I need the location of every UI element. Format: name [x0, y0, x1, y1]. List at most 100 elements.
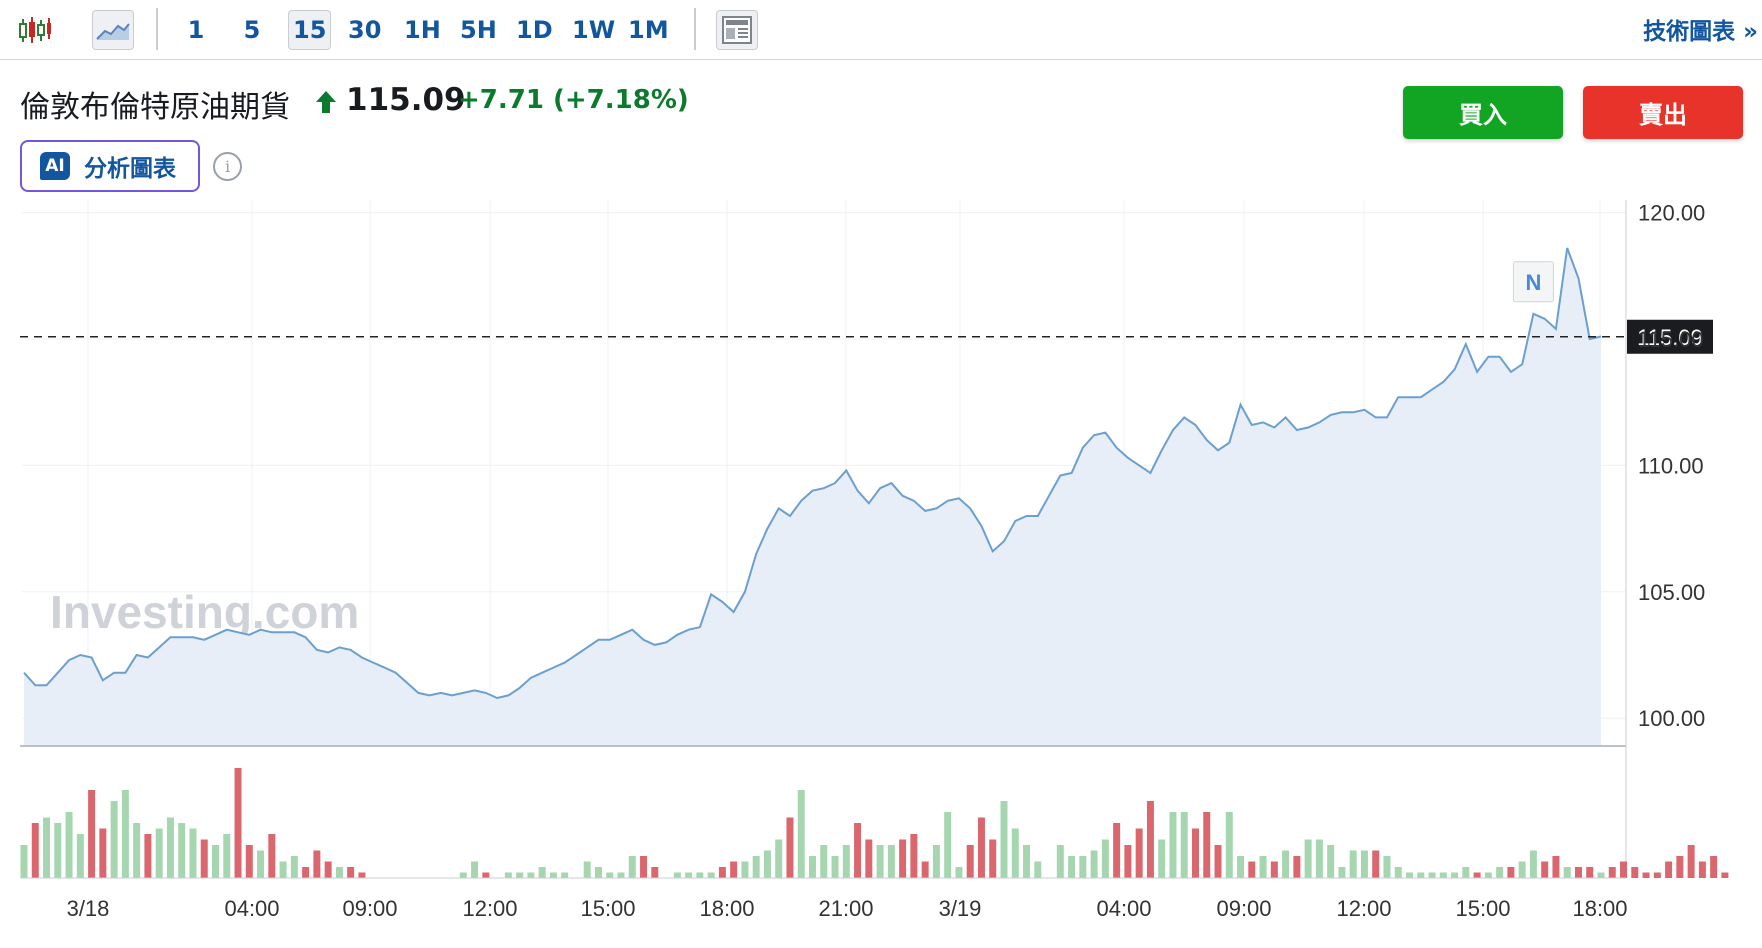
volume-bar [1113, 823, 1121, 878]
interval-30[interactable]: 30 [348, 16, 382, 44]
volume-bar [1518, 861, 1526, 878]
price-area [24, 248, 1601, 746]
volume-bar [1225, 812, 1233, 878]
y-tick-label: 120.00 [1638, 201, 1705, 226]
buy-button[interactable]: 買入 [1403, 86, 1563, 139]
volume-bar [606, 872, 614, 878]
volume-bar [257, 850, 265, 878]
volume-bar [1653, 872, 1661, 878]
volume-bar [809, 856, 816, 878]
x-tick-label: 15:00 [1455, 896, 1510, 921]
volume-bar [245, 845, 253, 878]
volume-bar [1507, 867, 1515, 878]
x-tick-label: 3/18 [67, 896, 110, 921]
volume-bar [955, 867, 963, 878]
x-tick-label: 09:00 [342, 896, 397, 921]
volume-bar [313, 850, 321, 878]
x-tick-label: 04:00 [224, 896, 279, 921]
current-price-box [1627, 319, 1713, 354]
volume-bar [966, 845, 974, 878]
volume-bar [1687, 845, 1695, 878]
volume-bar [1484, 872, 1492, 878]
volume-bar [797, 790, 805, 878]
interval-1[interactable]: 1 [187, 16, 205, 44]
technical-chart-link[interactable]: 技術圖表 » [1643, 19, 1758, 45]
volume-bar [290, 856, 298, 878]
volume-bar [459, 872, 467, 878]
x-tick-label: 04:00 [1096, 896, 1151, 921]
volume-bar [99, 828, 107, 878]
volume-bar [516, 872, 524, 878]
toolbar-divider [156, 8, 158, 50]
volume-bar [1360, 850, 1368, 878]
volume-bar [718, 867, 726, 878]
interval-1d[interactable]: 1D [516, 16, 553, 44]
volume-bar [471, 861, 479, 878]
volume-bar [335, 867, 343, 878]
volume-bar [707, 872, 715, 878]
volume-bar [1304, 839, 1312, 878]
x-tick-label: 18:00 [699, 896, 754, 921]
price-line [23, 247, 1602, 700]
volume-bar [1439, 872, 1447, 878]
candlestick-chart-icon[interactable] [14, 10, 56, 50]
volume-bar [1270, 861, 1278, 878]
volume-bar [842, 845, 850, 878]
volume-bar [1248, 861, 1256, 878]
news-panel-icon[interactable] [716, 10, 758, 50]
interval-5h[interactable]: 5H [460, 16, 497, 44]
investing-watermark: Investing.com [50, 586, 359, 638]
x-tick-label: 15:00 [580, 896, 635, 921]
volume-bar [1011, 828, 1019, 878]
info-icon[interactable]: i [213, 152, 242, 181]
change-value: +7.71 [458, 85, 544, 115]
volume-bar [1056, 845, 1064, 878]
x-tick-label: 12:00 [462, 896, 517, 921]
volume-bar [1023, 845, 1031, 878]
x-tick-label: 09:00 [1216, 896, 1271, 921]
volume-bar [1146, 801, 1154, 878]
volume-bar [121, 790, 129, 878]
volume-bar [1214, 845, 1222, 878]
current-price-label: 115.09 [1637, 325, 1703, 350]
volume-bar [752, 856, 760, 878]
volume-bar [1574, 867, 1582, 878]
volume-bar [212, 845, 219, 878]
volume-bar [1721, 872, 1729, 878]
interval-15[interactable]: 15 [288, 10, 332, 50]
volume-bar [1586, 867, 1594, 878]
interval-1m[interactable]: 1M [628, 16, 669, 44]
sell-button[interactable]: 賣出 [1583, 86, 1743, 139]
volume-bar [977, 817, 985, 878]
volume-bar [696, 872, 704, 878]
ai-badge: AI [40, 152, 70, 180]
volume-bar [1698, 861, 1706, 878]
interval-1w[interactable]: 1W [572, 16, 616, 44]
volume-bar [730, 861, 738, 878]
y-tick-label: 110.00 [1638, 453, 1704, 478]
price-chart[interactable]: Investing.com 115.09 100.00 105.00 110.00 115… [0, 200, 1762, 940]
volume-bar [1462, 867, 1470, 878]
interval-5[interactable]: 5 [243, 16, 261, 44]
volume-bar [854, 823, 862, 878]
x-tick-label: 18:00 [1572, 896, 1627, 921]
volume-bar [504, 872, 512, 878]
line-chart-icon[interactable] [92, 10, 134, 50]
volume-bar [1417, 872, 1425, 878]
volume-bar [741, 861, 749, 878]
volume-bar [223, 834, 231, 878]
interval-1h[interactable]: 1H [404, 16, 441, 44]
last-price: 115.09 [346, 82, 466, 118]
ai-analyze-chart-button[interactable]: AI 分析圖表 [20, 140, 200, 192]
volume-bar [279, 861, 287, 878]
volume-bar [538, 867, 546, 878]
volume-bar [1034, 861, 1042, 878]
volume-bar [1315, 839, 1323, 878]
volume-bar [640, 856, 648, 878]
volume-bar [358, 872, 366, 878]
volume-bar [775, 839, 783, 878]
x-tick-label: 3/19 [939, 896, 982, 921]
volume-bar [628, 856, 636, 878]
volume-bar [1203, 812, 1211, 878]
toolbar-divider [694, 8, 696, 50]
